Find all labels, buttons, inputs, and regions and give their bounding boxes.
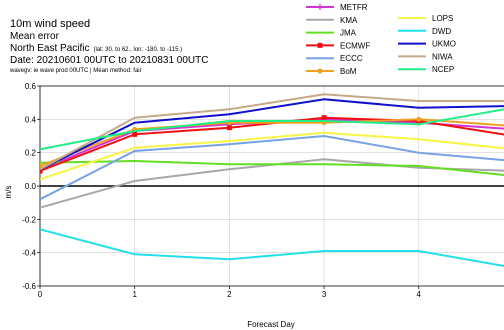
series-line-dwd: [40, 228, 504, 268]
region-detail: (lat: 30. to 62., lon: -180. to -115.): [93, 47, 182, 53]
legend-item-metfr: METFR: [306, 3, 368, 12]
chart-region: North East Pacific (lat: 30. to 62., lon:…: [10, 43, 182, 54]
legend-label: ECMWF: [340, 41, 370, 50]
legend-item-niwa: NIWA: [398, 52, 453, 61]
legend-label: NIWA: [432, 52, 453, 61]
y-tick-label: 0.4: [25, 115, 37, 124]
y-tick-label: -0.4: [22, 249, 36, 258]
series-eccc: [40, 134, 504, 201]
tick-labels: 0 1 2 3 4 -0.6 -0.4 -0.2 0.0 0.2 0.4 0.6: [22, 82, 421, 299]
legend-item-kma: KMA: [306, 16, 358, 25]
series-dwd: [40, 228, 504, 268]
chart-note: wavegv: ie wave prod 00UTC | Mean method…: [9, 68, 142, 74]
series-line-bom: [40, 118, 504, 167]
legend-item-ukmo: UKMO: [398, 40, 456, 49]
chart-title: 10m wind speed: [10, 18, 90, 30]
legend-item-ncep: NCEP: [398, 65, 454, 74]
series-line-ncep: [40, 108, 504, 151]
y-tick-label: 0.2: [25, 149, 37, 158]
y-tick-label: 0.0: [25, 182, 37, 191]
legend-item-lops: LOPS: [398, 14, 453, 23]
chart-subtitle: Mean error: [10, 31, 60, 42]
legend-label: METFR: [340, 3, 368, 12]
data-point: [321, 115, 327, 121]
y-tick-label: 0.6: [25, 82, 37, 91]
series-lops: [40, 131, 504, 181]
x-axis-label: Forecast Day: [247, 320, 295, 329]
legend-marker: [317, 68, 323, 74]
legend-item-jma: JMA: [306, 29, 357, 38]
series-lines: [40, 93, 504, 268]
legend-marker: [317, 4, 323, 10]
data-point: [226, 125, 232, 131]
series-niwa: [40, 93, 504, 171]
x-tick-label: 1: [132, 290, 137, 299]
legend-label: NCEP: [432, 65, 454, 74]
plot-area: [40, 93, 504, 268]
legend-item-bom: BoM: [306, 67, 357, 76]
y-tick-label: -0.6: [22, 282, 36, 291]
chart-date: Date: 20210601 00UTC to 20210831 00UTC: [10, 55, 208, 66]
x-tick-label: 3: [322, 290, 327, 299]
legend-label: ECCC: [340, 54, 363, 63]
series-kma: [40, 158, 504, 209]
data-point: [416, 116, 422, 122]
series-ukmo: [40, 98, 504, 171]
y-axis-label: m/s: [4, 186, 13, 199]
legend-item-ecmwf: ECMWF: [306, 41, 370, 50]
region-name: North East Pacific: [10, 43, 89, 54]
series-line-lops: [40, 131, 504, 181]
legend: METFR KMA JMA ECMWF ECCC BoM LOPS DWD UKMO NIWA NC…: [306, 3, 456, 76]
data-point: [132, 131, 138, 137]
legend-label: BoM: [340, 67, 357, 76]
series-line-eccc: [40, 134, 504, 201]
x-tick-label: 4: [417, 290, 422, 299]
series-line-ukmo: [40, 98, 504, 171]
legend-item-dwd: DWD: [398, 27, 451, 36]
series-line-kma: [40, 158, 504, 209]
legend-label: LOPS: [432, 14, 453, 23]
series-line-jma: [40, 159, 504, 177]
legend-label: JMA: [340, 29, 357, 38]
x-tick-label: 2: [227, 290, 232, 299]
series-ncep: [40, 108, 504, 151]
series-jma: [40, 159, 504, 177]
series-line-niwa: [40, 93, 504, 171]
legend-label: KMA: [340, 16, 358, 25]
y-tick-label: -0.2: [22, 215, 36, 224]
legend-label: DWD: [432, 27, 451, 36]
axes: [37, 85, 504, 289]
data-point: [40, 168, 43, 174]
legend-item-eccc: ECCC: [306, 54, 363, 63]
legend-marker: [317, 42, 323, 48]
legend-label: UKMO: [432, 40, 456, 49]
x-tick-label: 0: [38, 290, 43, 299]
